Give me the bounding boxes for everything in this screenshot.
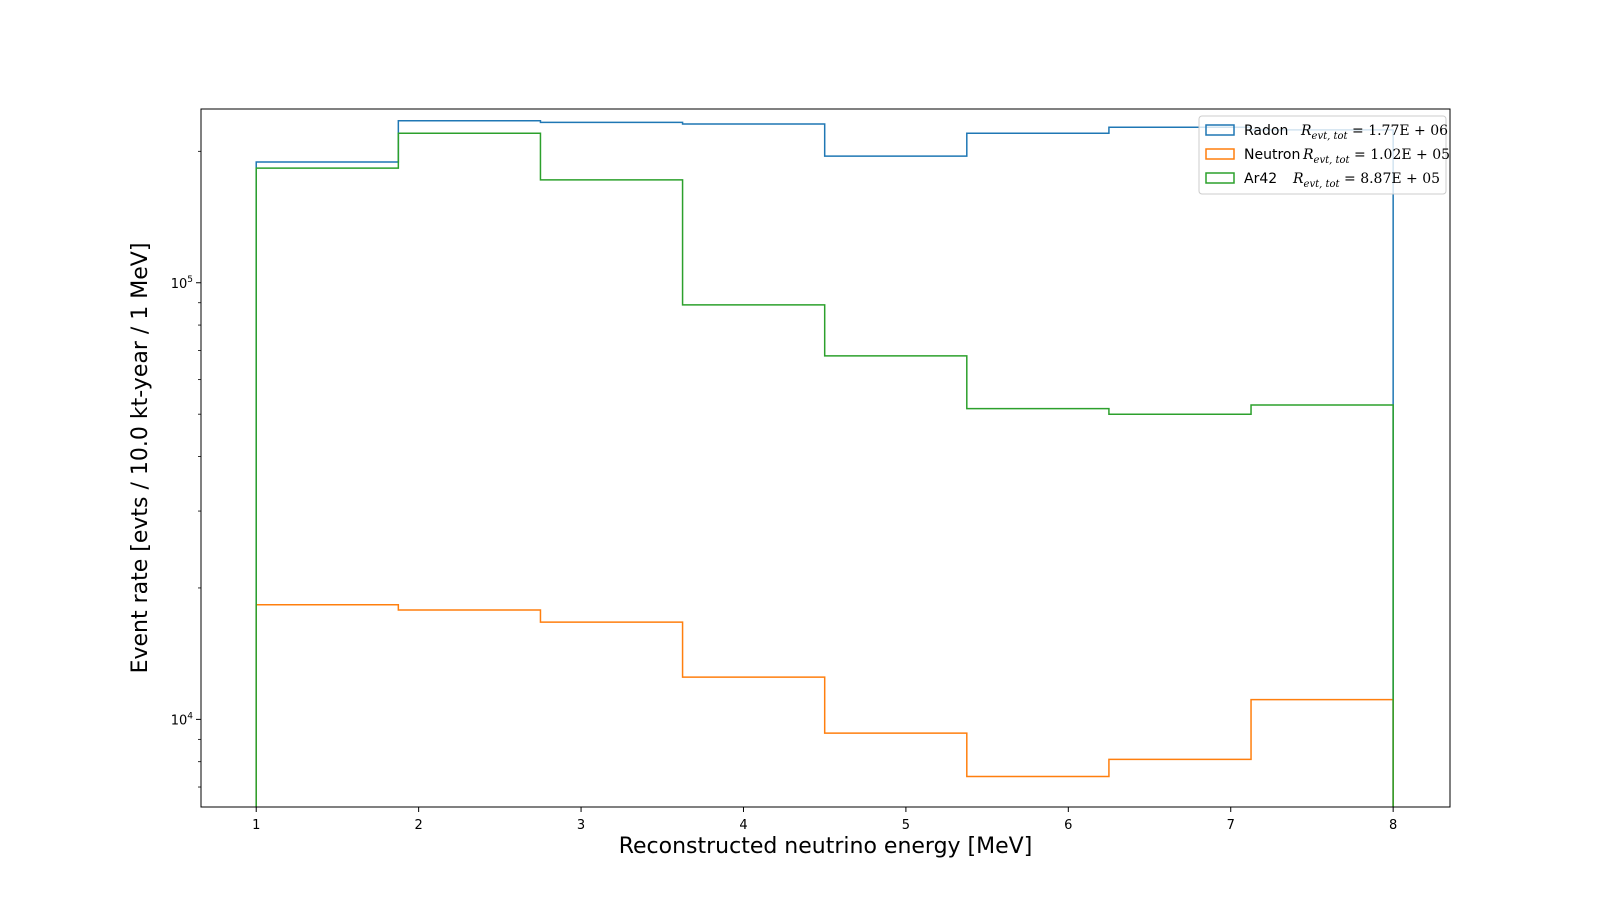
series-line-ar42	[255, 132, 1394, 807]
plot-frame	[200, 108, 1451, 808]
y-tick-label: 105	[171, 275, 193, 292]
legend-rate-radon: Revt, tot = 1.77E + 06	[1300, 123, 1448, 142]
legend-label-ar42: Ar42	[1244, 171, 1277, 187]
legend-rate-neutron: Revt, tot = 1.02E + 05	[1302, 147, 1450, 166]
x-tick-label: 6	[1064, 818, 1072, 833]
series-line-neutron	[255, 604, 1394, 807]
x-tick-label: 4	[739, 818, 747, 833]
legend-rate-ar42: Revt, tot = 8.87E + 05	[1292, 171, 1440, 190]
x-tick-label: 7	[1227, 818, 1235, 833]
legend-swatch-radon	[1205, 124, 1235, 136]
x-tick-label: 1	[252, 818, 260, 833]
legend-label-radon: Radon	[1244, 123, 1288, 139]
x-axis: 1 2 3 4 5 6 7 8	[252, 807, 1397, 833]
legend-swatch-ar42	[1205, 172, 1235, 184]
y-axis: 104 105	[171, 150, 201, 788]
series-layer	[255, 119, 1394, 807]
x-tick-label: 5	[902, 818, 910, 833]
y-tick-label: 104	[171, 711, 194, 728]
y-axis-label: Event rate [evts / 10.0 kt-year / 1 MeV]	[128, 243, 153, 674]
x-axis-label: Reconstructed neutrino energy [MeV]	[619, 834, 1033, 859]
legend-box	[1198, 115, 1447, 195]
x-tick-label: 8	[1389, 818, 1397, 833]
legend-label-neutron: Neutron	[1244, 147, 1300, 163]
x-tick-label: 3	[577, 818, 585, 833]
legend-swatch-neutron	[1205, 148, 1235, 160]
x-tick-label: 2	[415, 818, 423, 833]
